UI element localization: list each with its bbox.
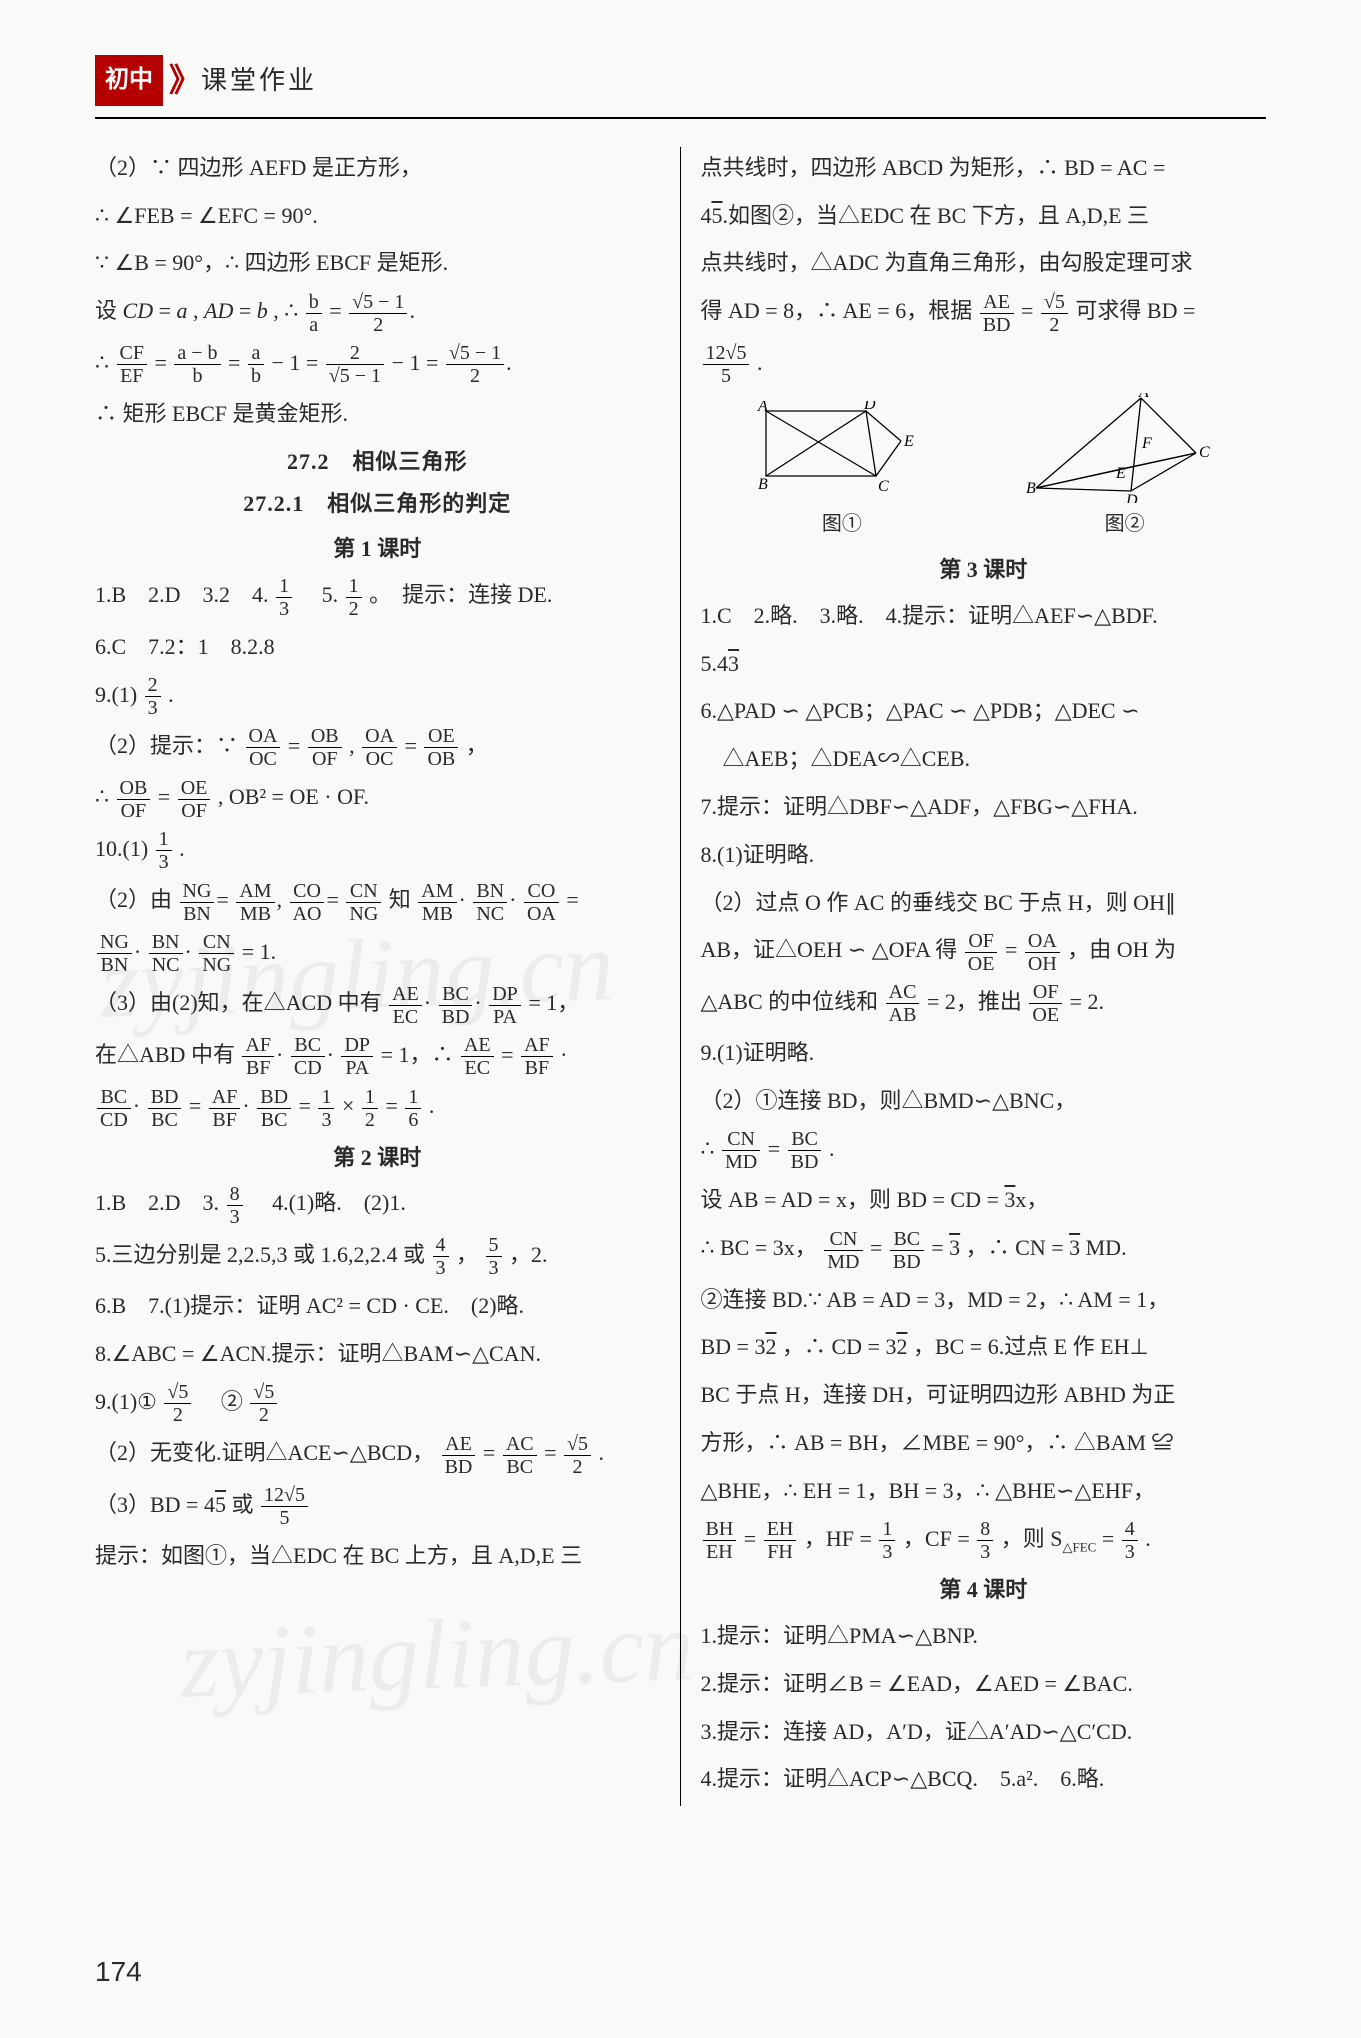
text-line: 9.(1)证明略. — [701, 1032, 1267, 1074]
answer-row: 1.提示：证明△PMA∽△BNP. — [701, 1615, 1267, 1657]
header-title: 课堂作业 — [201, 56, 317, 105]
text-line: 点共线时，四边形 ABCD 为矩形，∴ BD = AC = — [701, 147, 1267, 189]
answer-row: 2.提示：证明∠B = ∠EAD，∠AED = ∠BAC. — [701, 1663, 1267, 1705]
text-line: （2）过点 O 作 AC 的垂线交 BC 于点 H，则 OH∥ — [701, 882, 1267, 924]
text-line: 9.(1) 23 . — [95, 674, 660, 719]
text-line: ∴ OBOF = OEOF , OB² = OE · OF. — [95, 776, 660, 821]
figure-1: A B C D E — [756, 401, 916, 496]
answer-row: 1.C 2.略. 3.略. 4.提示：证明△AEF∽△BDF. — [701, 595, 1267, 637]
text-line: BC 于点 H，连接 DH，可证明四边形 ABHD 为正 — [701, 1374, 1267, 1416]
text-line: 8.(1)证明略. — [701, 834, 1267, 876]
text-line: ∵ ∠B = 90°，∴ 四边形 EBCF 是矩形. — [95, 242, 660, 284]
text-line: （2）①连接 BD，则△BMD∽△BNC， — [701, 1080, 1267, 1122]
svg-text:A: A — [757, 401, 768, 415]
answer-row: 5.三边分别是 2,2.5,3 或 1.6,2,2.4 或 43 ， 53 ，2… — [95, 1234, 660, 1279]
text-line: （2）∵ 四边形 AEFD 是正方形， — [95, 147, 660, 189]
answer-row: 5.43 — [701, 643, 1267, 685]
text-line: 在△ABD 中有 AFBF· BCCD· DPPA = 1，∴ AEEC = A… — [95, 1034, 660, 1079]
text-line: 设 CD = a , AD = b , ∴ ba = √5 − 12. — [95, 290, 660, 335]
text-line: BCCD· BDBC = AFBF· BDBC = 13 × 12 = 16 . — [95, 1085, 660, 1130]
page: zyjingling.cn zyjingling.cn 初中 》 课堂作业 （2… — [0, 0, 1361, 2038]
answer-row: 6.C 7.2：1 8.2.8 — [95, 626, 660, 668]
answer-row: 1.B 2.D 3.2 4. 13 5. 12 。 提示：连接 DE. — [95, 574, 660, 619]
figure-label: 图② — [1105, 505, 1145, 543]
answer-row: 6.B 7.(1)提示：证明 AC² = CD · CE. (2)略. — [95, 1285, 660, 1327]
page-number: 174 — [95, 1945, 142, 1998]
text-line: （3）由(2)知，在△ACD 中有 AEEC· BCBD· DPPA = 1， — [95, 982, 660, 1027]
svg-text:D: D — [1125, 492, 1138, 503]
text-line: （2）提示：∵ OAOC = OBOF , OAOC = OEOB ， — [95, 725, 660, 770]
text-line: （2）由 NGBN= AMMB, COAO= CNNG 知 AMMB· BNNC… — [95, 879, 660, 924]
text-line: BHEH = EHFH ，HF = 13 ，CF = 83 ，则 S△FEC =… — [701, 1518, 1267, 1563]
text-line: 得 AD = 8，∴ AE = 6，根据 AEBD = √52 可求得 BD = — [701, 290, 1267, 335]
text-line: ∴ BC = 3x， CNMD = BCBD = 3 ，∴ CN = 3 MD. — [701, 1227, 1267, 1272]
text-line: ∴ ∠FEB = ∠EFC = 90°. — [95, 195, 660, 237]
text-line: 点共线时，△ADC 为直角三角形，由勾股定理可求 — [701, 242, 1267, 284]
lesson-title: 第 2 课时 — [95, 1137, 660, 1179]
svg-text:C: C — [878, 478, 889, 495]
svg-text:B: B — [758, 476, 768, 493]
text-line: ②连接 BD.∵ AB = AD = 3，MD = 2，∴ AM = 1， — [701, 1279, 1267, 1321]
svg-text:F: F — [1141, 435, 1152, 452]
figure-row: A B C D E — [701, 393, 1267, 503]
text-line: △ABC 的中位线和 ACAB = 2，推出 OFOE = 2. — [701, 981, 1267, 1026]
left-column: （2）∵ 四边形 AEFD 是正方形， ∴ ∠FEB = ∠EFC = 90°.… — [95, 147, 681, 1806]
figure-2: A B C D EF — [1026, 393, 1211, 503]
text-line: △BHE，∴ EH = 1，BH = 3，∴ △BHE∽△EHF， — [701, 1470, 1267, 1512]
svg-text:C: C — [1199, 444, 1210, 461]
answer-row: 3.提示：连接 AD，A′D，证△A′AD∽△C′CD. — [701, 1711, 1267, 1753]
text-line: 9.(1)① √52 ② √52 — [95, 1381, 660, 1426]
text-line: BD = 32 ，∴ CD = 32 ，BC = 6.过点 E 作 EH⊥ — [701, 1326, 1267, 1368]
lesson-title: 第 1 课时 — [95, 528, 660, 570]
svg-text:E: E — [903, 433, 914, 450]
lesson-title: 第 3 课时 — [701, 549, 1267, 591]
svg-text:E: E — [1115, 465, 1126, 482]
content-columns: （2）∵ 四边形 AEFD 是正方形， ∴ ∠FEB = ∠EFC = 90°.… — [95, 147, 1266, 1806]
text-line: ∴ CNMD = BCBD . — [701, 1128, 1267, 1173]
header-badge: 初中 — [95, 55, 163, 107]
figure-label: 图① — [822, 505, 862, 543]
svg-text:B: B — [1026, 480, 1036, 497]
answer-row: 7.提示：证明△DBF∽△ADF，△FBG∽△FHA. — [701, 786, 1267, 828]
answer-row: 1.B 2.D 3. 83 4.(1)略. (2)1. — [95, 1182, 660, 1227]
text-line: ∴ 矩形 EBCF 是黄金矩形. — [95, 393, 660, 435]
page-header: 初中 》 课堂作业 — [95, 50, 1266, 119]
text-line: 10.(1) 13 . — [95, 828, 660, 873]
text-line: （2）无变化.证明△ACE∽△BCD， AEBD = ACBC = √52 . — [95, 1432, 660, 1477]
text-line: 设 AB = AD = x，则 BD = CD = 3x， — [701, 1179, 1267, 1221]
answer-row: △AEB；△DEA∽△CEB. — [701, 738, 1267, 780]
text-line: 方形，∴ AB = BH，∠MBE = 90°，∴ △BAM ≌ — [701, 1422, 1267, 1464]
text-line: NGBN· BNNC· CNNG = 1. — [95, 931, 660, 976]
svg-text:D: D — [863, 401, 876, 413]
text-line: ∴ CFEF = a − bb = ab − 1 = 2√5 − 1 − 1 =… — [95, 342, 660, 387]
answer-row: 8.∠ABC = ∠ACN.提示：证明△BAM∽△CAN. — [95, 1333, 660, 1375]
chevron-icon: 》 — [169, 50, 191, 111]
text-line: （3）BD = 45 或 12√55 — [95, 1484, 660, 1529]
answer-row: 4.提示：证明△ACP∽△BCQ. 5.a². 6.略. — [701, 1758, 1267, 1800]
section-title: 27.2 相似三角形 — [95, 441, 660, 483]
text-line: 12√55 . — [701, 342, 1267, 387]
lesson-title: 第 4 课时 — [701, 1569, 1267, 1611]
answer-row: 6.△PAD ∽ △PCB；△PAC ∽ △PDB；△DEC ∽ — [701, 690, 1267, 732]
text-line: 45.如图②，当△EDC 在 BC 下方，且 A,D,E 三 — [701, 195, 1267, 237]
text-line: AB，证△OEH ∽ △OFA 得 OFOE = OAOH ，由 OH 为 — [701, 929, 1267, 974]
right-column: 点共线时，四边形 ABCD 为矩形，∴ BD = AC = 45.如图②，当△E… — [681, 147, 1267, 1806]
figure-captions: 图① 图② — [701, 505, 1267, 543]
svg-text:A: A — [1138, 393, 1149, 401]
text-line: 提示：如图①，当△EDC 在 BC 上方，且 A,D,E 三 — [95, 1535, 660, 1577]
section-title: 27.2.1 相似三角形的判定 — [95, 483, 660, 525]
